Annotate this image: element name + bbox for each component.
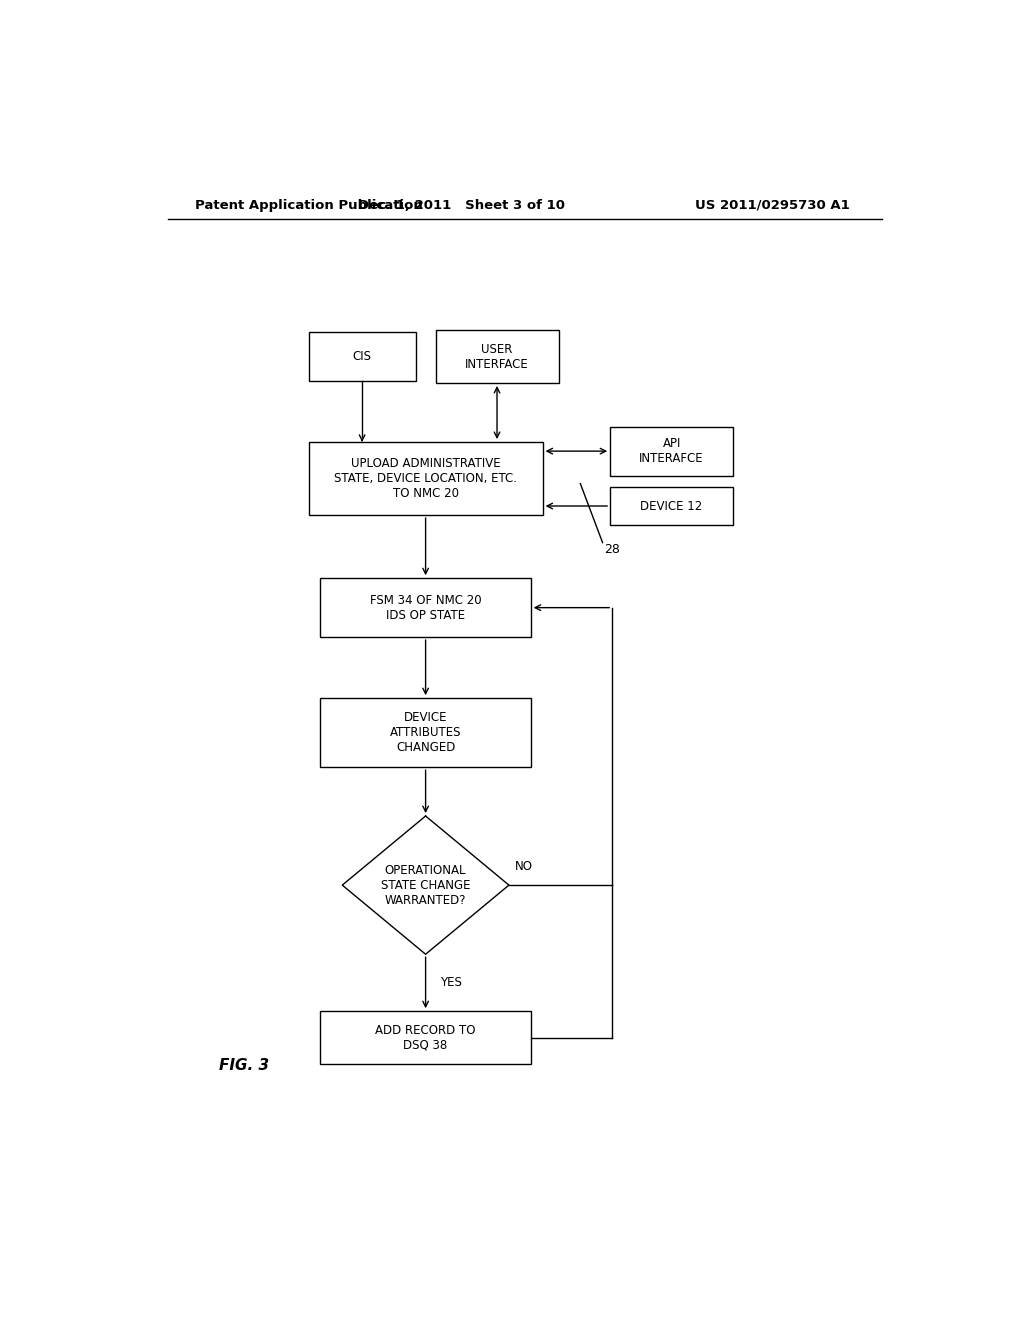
Text: YES: YES (440, 977, 462, 989)
FancyBboxPatch shape (610, 487, 733, 525)
Text: US 2011/0295730 A1: US 2011/0295730 A1 (695, 198, 850, 211)
Text: API
INTERAFCE: API INTERAFCE (639, 437, 703, 465)
Text: ADD RECORD TO
DSQ 38: ADD RECORD TO DSQ 38 (376, 1023, 476, 1052)
Text: USER
INTERFACE: USER INTERFACE (465, 343, 529, 371)
Polygon shape (342, 816, 509, 954)
FancyBboxPatch shape (308, 442, 543, 515)
FancyBboxPatch shape (435, 330, 558, 383)
Text: UPLOAD ADMINISTRATIVE
STATE, DEVICE LOCATION, ETC.
TO NMC 20: UPLOAD ADMINISTRATIVE STATE, DEVICE LOCA… (334, 457, 517, 500)
Text: FIG. 3: FIG. 3 (219, 1057, 269, 1073)
FancyBboxPatch shape (321, 1011, 530, 1064)
FancyBboxPatch shape (308, 333, 416, 381)
Text: CIS: CIS (352, 350, 372, 363)
Text: 28: 28 (604, 544, 621, 556)
FancyBboxPatch shape (610, 426, 733, 475)
Text: DEVICE 12: DEVICE 12 (640, 499, 702, 512)
FancyBboxPatch shape (321, 578, 530, 638)
Text: NO: NO (515, 861, 534, 874)
Text: Dec. 1, 2011   Sheet 3 of 10: Dec. 1, 2011 Sheet 3 of 10 (357, 198, 565, 211)
FancyBboxPatch shape (321, 698, 530, 767)
Text: Patent Application Publication: Patent Application Publication (196, 198, 423, 211)
Text: OPERATIONAL
STATE CHANGE
WARRANTED?: OPERATIONAL STATE CHANGE WARRANTED? (381, 863, 470, 907)
Text: DEVICE
ATTRIBUTES
CHANGED: DEVICE ATTRIBUTES CHANGED (390, 711, 462, 754)
Text: FSM 34 OF NMC 20
IDS OP STATE: FSM 34 OF NMC 20 IDS OP STATE (370, 594, 481, 622)
